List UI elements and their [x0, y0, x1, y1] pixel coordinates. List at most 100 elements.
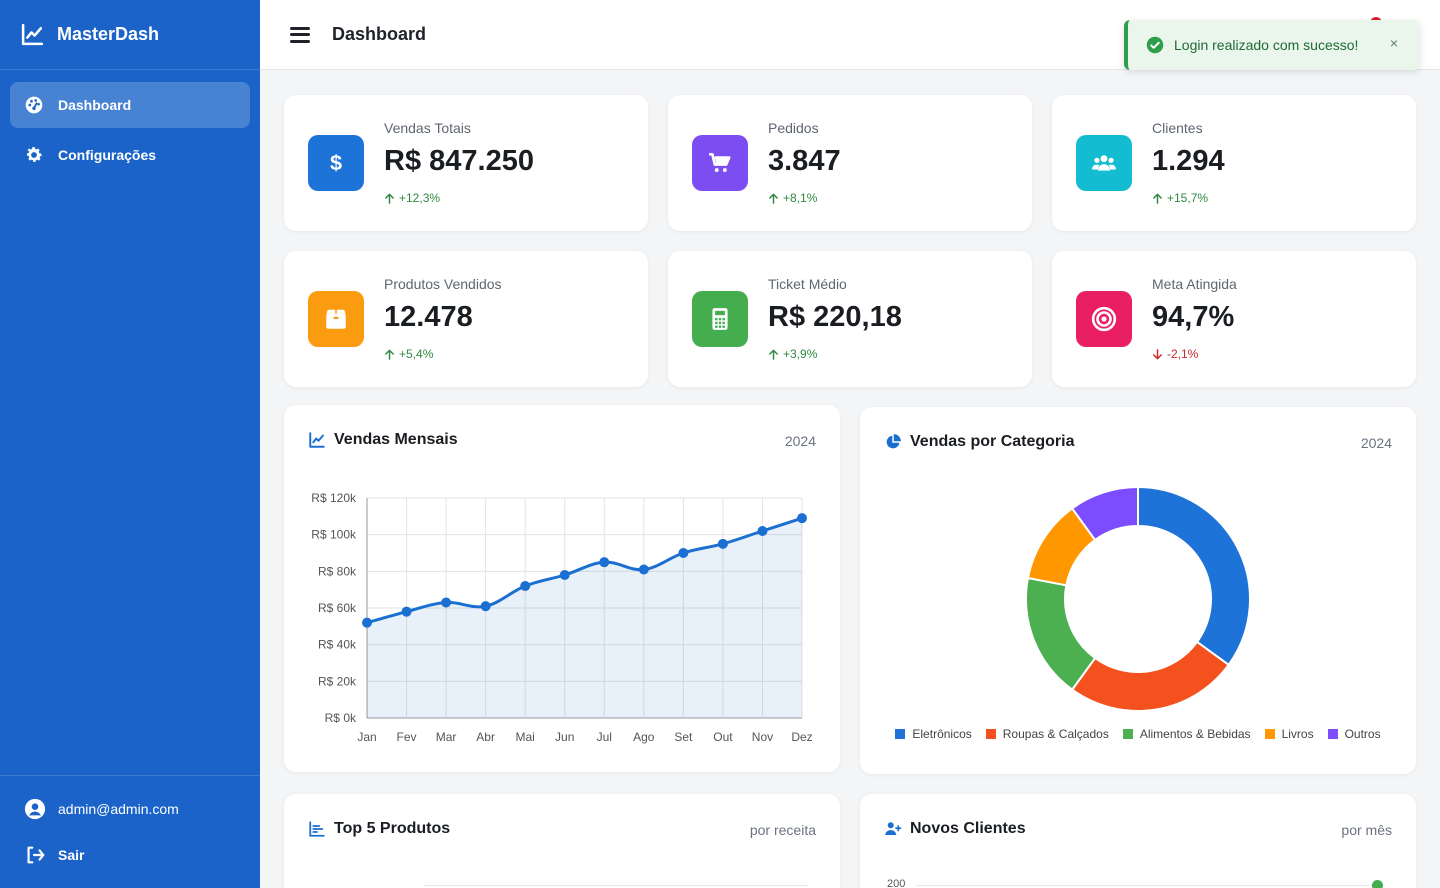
stat-icon-tile — [1076, 135, 1132, 191]
data-point[interactable] — [797, 513, 807, 524]
arrow-up-icon — [769, 349, 778, 360]
x-tick-label: Dez — [791, 730, 812, 744]
y-tick-label: R$ 40k — [318, 638, 357, 652]
x-tick-label: Jul — [597, 730, 612, 744]
sidebar-footer: admin@admin.com Sair — [0, 775, 260, 888]
legend-swatch — [895, 729, 906, 739]
panel-title: Vendas Mensais — [308, 431, 458, 449]
data-point[interactable] — [480, 601, 491, 612]
category-sales-panel: Vendas por Categoria 2024 Eletrônicos Rou… — [860, 407, 1416, 774]
y-tick-label: R$ 20k — [318, 674, 357, 688]
stat-icon-tile — [308, 291, 364, 347]
target-icon — [1091, 306, 1117, 332]
data-point[interactable] — [441, 597, 452, 608]
user-plus-icon — [885, 822, 902, 835]
menu-toggle-icon[interactable] — [290, 26, 310, 43]
sidebar-item-label: Dashboard — [58, 97, 132, 113]
data-point[interactable] — [599, 557, 610, 568]
data-point[interactable] — [520, 581, 531, 591]
legend-item[interactable]: Alimentos & Bebidas — [1122, 727, 1251, 741]
logout-button[interactable]: Sair — [0, 832, 260, 878]
logout-label: Sair — [58, 847, 85, 863]
stat-label: Meta Atingida — [1152, 276, 1237, 292]
panel-year: 2024 — [1360, 435, 1392, 451]
x-tick-label: Fev — [397, 730, 417, 744]
data-point[interactable] — [559, 570, 570, 580]
x-tick-label: Jun — [555, 730, 574, 744]
y-tick-label: R$ 60k — [318, 601, 357, 615]
stat-label: Pedidos — [768, 120, 819, 136]
data-point[interactable] — [757, 526, 768, 536]
stat-value: 94,7% — [1152, 301, 1235, 333]
check-circle-icon — [1146, 36, 1164, 54]
y-tick-label: R$ 100k — [311, 528, 357, 542]
stat-trend: -2,1% — [1152, 347, 1198, 361]
legend-label: Eletrônicos — [912, 727, 972, 741]
sidebar: MasterDash Dashboard Configurações — [0, 0, 260, 888]
stat-trend: +12,3% — [384, 191, 440, 205]
sign-out-icon — [27, 846, 45, 864]
legend-label: Roupas & Calçados — [1002, 727, 1109, 741]
stat-label: Produtos Vendidos — [384, 276, 502, 292]
sidebar-item-label: Configurações — [58, 147, 157, 163]
arrow-up-icon — [769, 193, 778, 204]
legend-swatch — [1264, 729, 1275, 739]
stat-value: 12.478 — [384, 301, 473, 333]
arrow-down-icon — [1153, 348, 1162, 359]
panel-subtitle: por mês — [1341, 822, 1392, 838]
monthly-sales-chart: R$ 0k R$ 20k R$ 40k R$ 60k R$ 80k R$ 100k R$ 1… — [311, 491, 812, 744]
pie-slice[interactable] — [1070, 485, 1139, 542]
chart-legend: Eletrônicos Roupas & Calçados Alimentos & … — [860, 727, 1416, 741]
monthly-sales-panel: Vendas Mensais 2024 R$ 0k R$ 20k R$ 40k R$ … — [284, 405, 840, 772]
gauge-icon — [25, 96, 43, 114]
stat-trend-value: +12,3% — [399, 191, 441, 205]
box-icon — [326, 309, 346, 329]
top-products-panel: Top 5 Produtos por receita — [284, 794, 840, 888]
brand-name: MasterDash — [57, 24, 160, 44]
legend-item[interactable]: Outros — [1327, 727, 1381, 741]
pie-slice[interactable] — [1070, 640, 1231, 712]
stat-trend: +8,1% — [768, 191, 817, 205]
stat-trend: +3,9% — [768, 347, 817, 361]
users-icon — [1092, 155, 1116, 171]
stat-value: 3.847 — [768, 145, 841, 177]
data-point[interactable] — [717, 538, 728, 549]
close-icon[interactable]: × — [1389, 35, 1398, 51]
legend-item[interactable]: Roupas & Calçados — [985, 727, 1109, 741]
stat-value: R$ 220,18 — [768, 301, 902, 333]
user-info[interactable]: admin@admin.com — [0, 786, 260, 832]
x-tick-label: Abr — [476, 730, 495, 744]
toast-message: Login realizado com sucesso! — [1174, 37, 1359, 53]
pie-slice[interactable] — [1025, 576, 1097, 692]
calculator-icon — [712, 308, 728, 330]
x-tick-label: Out — [713, 730, 733, 744]
stat-card: Clientes 1.294 +15,7% — [1052, 95, 1416, 231]
stat-icon-tile — [692, 135, 748, 191]
x-tick-label: Mar — [436, 730, 457, 744]
data-point[interactable] — [362, 617, 372, 628]
legend-item[interactable]: Eletrônicos — [895, 727, 972, 741]
bar-chart-icon — [309, 821, 325, 837]
legend-item[interactable]: Livros — [1264, 727, 1314, 741]
sidebar-item-dashboard[interactable]: Dashboard — [10, 82, 250, 128]
stat-label: Clientes — [1152, 120, 1203, 136]
sidebar-item-configuracoes[interactable]: Configurações — [10, 132, 250, 178]
data-point[interactable] — [401, 606, 412, 617]
stat-trend-value: +3,9% — [783, 347, 818, 361]
stat-value: 1.294 — [1152, 145, 1225, 177]
legend-swatch — [1327, 729, 1338, 739]
chart-gridline — [916, 885, 1382, 886]
brand[interactable]: MasterDash — [0, 0, 260, 70]
arrow-up-icon — [1153, 193, 1162, 204]
data-point[interactable] — [678, 548, 689, 558]
area-fill — [367, 518, 802, 718]
category-donut-chart — [1025, 485, 1251, 712]
pie-slice[interactable] — [1137, 485, 1251, 667]
legend-swatch — [985, 729, 996, 739]
chart-line-icon — [309, 432, 325, 448]
data-point[interactable] — [638, 564, 649, 575]
stat-trend-value: -2,1% — [1167, 347, 1199, 361]
legend-label: Livros — [1281, 727, 1314, 741]
dollar-icon: $ — [330, 150, 342, 175]
new-clients-panel: Novos Clientes por mês 200 — [860, 794, 1416, 888]
